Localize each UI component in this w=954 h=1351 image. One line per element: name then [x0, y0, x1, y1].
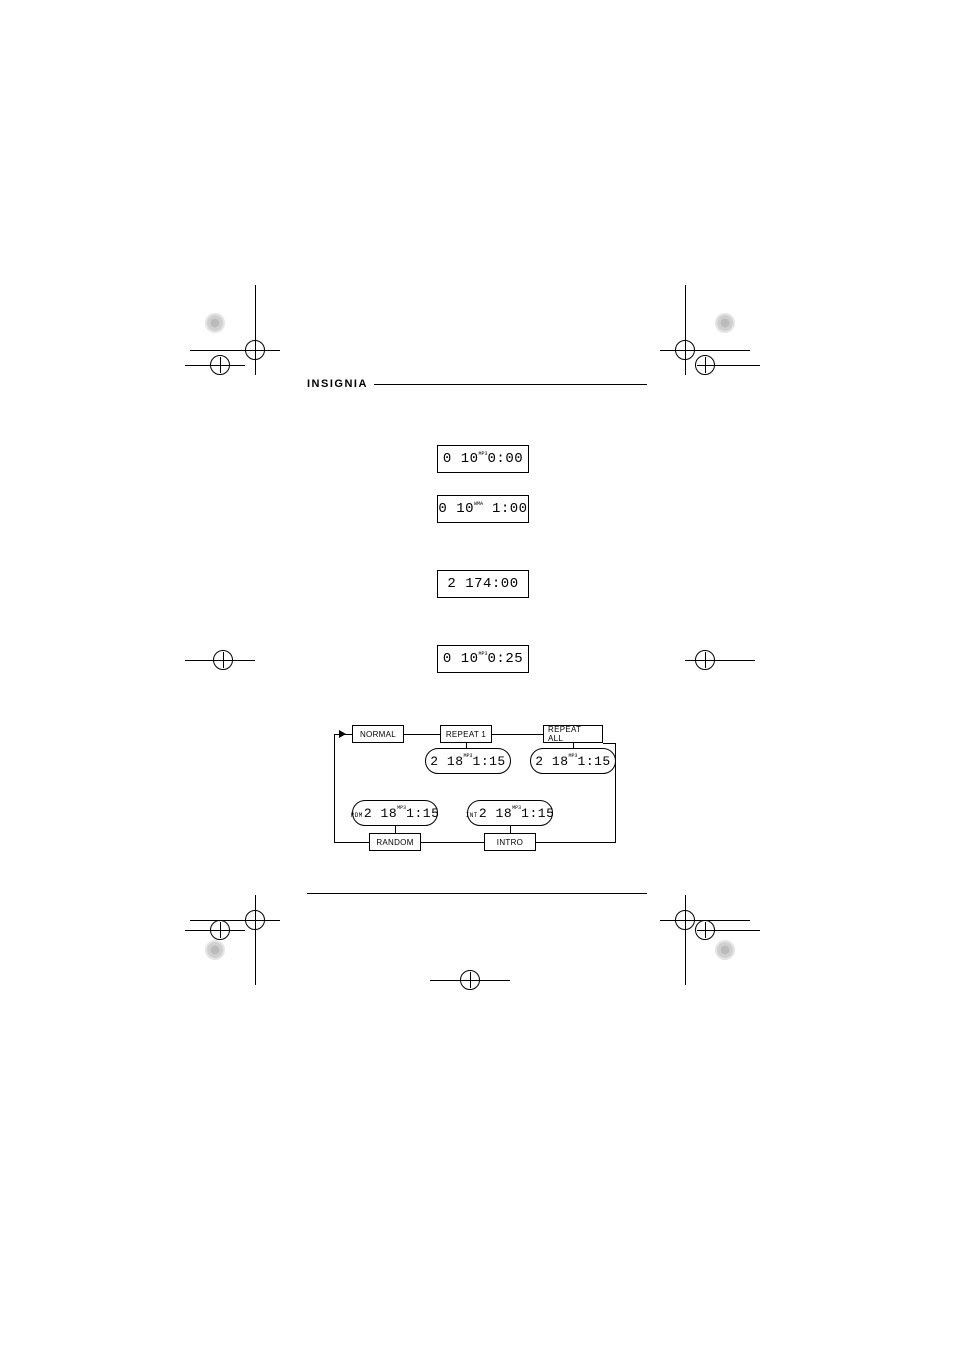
connector [421, 842, 484, 843]
registration-mark [190, 285, 280, 375]
registration-mark [185, 320, 275, 410]
registration-mark [665, 615, 755, 705]
mode-intro-label: INTRO [497, 838, 523, 847]
sample-track: 18 [447, 754, 464, 769]
connector [334, 734, 335, 843]
registration-mark [185, 615, 275, 705]
mode-random-label: RANDOM [376, 838, 413, 847]
sample-flag: MP3 [464, 753, 473, 759]
sample-folder: 2 [479, 806, 487, 821]
lcd4-flag: MP3 [479, 651, 488, 657]
mode-intro: INTRO [484, 833, 536, 851]
sample-time: 1:15 [578, 754, 611, 769]
lcd-sample-intro: INT 2 18 MP3 1:15 [467, 800, 553, 826]
lcd1-folder: 0 [443, 451, 452, 467]
sample-prefix-intro: INT [466, 812, 478, 819]
lcd-readout-3: 2 1 74:00 [437, 570, 529, 598]
connector [334, 842, 369, 843]
connector [492, 734, 543, 735]
sample-track: 18 [552, 754, 569, 769]
mode-repeat1: REPEAT 1 [440, 725, 492, 743]
sample-folder: 2 [364, 806, 372, 821]
sample-prefix-random: RDM [351, 812, 363, 819]
connector [615, 743, 616, 843]
mode-repeatall-label: REPEAT ALL [548, 725, 598, 743]
connector [536, 842, 616, 843]
connector [404, 734, 440, 735]
connector [603, 743, 615, 744]
lcd-readout-1: 0 10 MP3 0:00 [437, 445, 529, 473]
sample-track: 18 [381, 806, 398, 821]
lcd2-track: 10 [456, 501, 474, 517]
sample-flag: MP3 [397, 805, 406, 811]
lcd4-time: 0:25 [488, 651, 524, 667]
mode-random: RANDOM [369, 833, 421, 851]
lcd2-folder: 0 [438, 501, 447, 517]
lcd-sample-repeat1: 2 18 MP3 1:15 [425, 748, 511, 774]
lcd3-time: 74:00 [474, 576, 519, 592]
sample-time: 1:15 [521, 806, 554, 821]
lcd-sample-repeatall: 2 18 MP3 1:15 [530, 748, 616, 774]
registration-mark [660, 285, 750, 375]
page-footer-rule [307, 893, 647, 894]
connector [466, 743, 467, 749]
page-content: INSIGNIA 0 10 MP3 0:00 0 10 WMA 1:00 2 1… [307, 375, 647, 890]
sample-folder: 2 [430, 754, 438, 769]
lcd4-folder: 0 [443, 651, 452, 667]
connector [395, 826, 396, 834]
lcd1-flag: MP3 [479, 451, 488, 457]
registration-mark [660, 895, 750, 985]
lcd1-track: 10 [461, 451, 479, 467]
brand-logo: INSIGNIA [307, 378, 368, 390]
brand-rule [374, 384, 647, 385]
sample-flag: MP3 [569, 753, 578, 759]
registration-mark [670, 320, 760, 410]
lcd4-track: 10 [461, 651, 479, 667]
sample-time: 1:15 [473, 754, 506, 769]
lcd2-time: 1:00 [492, 501, 528, 517]
lcd3-track: 1 [465, 576, 474, 592]
registration-mark [670, 885, 760, 975]
arrowhead-icon [339, 730, 346, 738]
registration-mark [190, 895, 280, 985]
mode-normal-label: NORMAL [360, 730, 396, 739]
lcd3-folder: 2 [447, 576, 456, 592]
connector [510, 826, 511, 834]
lcd2-flag: WMA [474, 501, 483, 507]
mode-repeat1-label: REPEAT 1 [446, 730, 486, 739]
registration-mark [430, 935, 520, 1025]
mode-repeatall: REPEAT ALL [543, 725, 603, 743]
mode-normal: NORMAL [352, 725, 404, 743]
registration-mark [185, 885, 275, 975]
lcd-readout-4: 0 10 MP3 0:25 [437, 645, 529, 673]
brand-row: INSIGNIA [307, 375, 647, 393]
lcd1-time: 0:00 [488, 451, 524, 467]
lcd-readout-2: 0 10 WMA 1:00 [437, 495, 529, 523]
sample-folder: 2 [535, 754, 543, 769]
connector [573, 743, 574, 749]
lcd-sample-random: RDM 2 18 MP3 1:15 [352, 800, 438, 826]
sample-track: 18 [496, 806, 513, 821]
sample-flag: MP3 [512, 805, 521, 811]
sample-time: 1:15 [406, 806, 439, 821]
